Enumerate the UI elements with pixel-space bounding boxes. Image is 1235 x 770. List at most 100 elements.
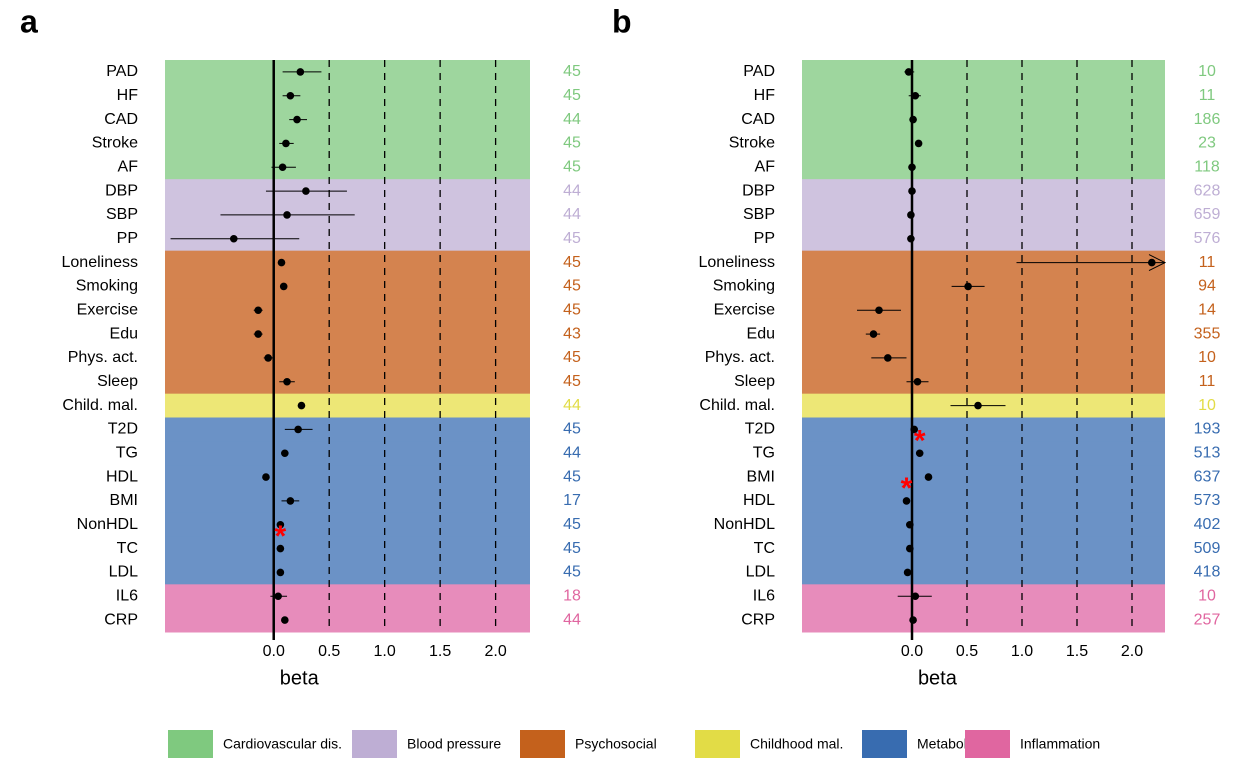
count-label: 11 — [1199, 254, 1216, 271]
category-label: TG — [753, 444, 775, 461]
count-label: 14 — [1198, 301, 1216, 318]
estimate-point — [913, 377, 922, 386]
legend-swatch — [965, 730, 1010, 758]
count-label: 11 — [1199, 373, 1216, 390]
category-label: Smoking — [713, 278, 775, 295]
panel-label: b — [612, 3, 632, 39]
count-label: 18 — [563, 587, 581, 604]
count-label: 11 — [1199, 87, 1216, 104]
estimate-point — [276, 520, 285, 529]
category-label: SBP — [743, 206, 775, 223]
category-label: SBP — [106, 206, 138, 223]
category-label: Phys. act. — [68, 349, 138, 366]
count-label: 402 — [1194, 516, 1221, 533]
count-label: 45 — [563, 158, 581, 175]
x-tick-label: 1.0 — [1011, 643, 1033, 660]
estimate-point — [869, 330, 878, 338]
count-label: 45 — [563, 564, 581, 581]
group-band — [165, 155, 530, 180]
count-label: 576 — [1194, 230, 1221, 247]
estimate-point — [908, 187, 916, 195]
group-band — [165, 60, 530, 85]
group-band — [802, 179, 1165, 204]
category-label: CAD — [741, 111, 775, 128]
x-tick-label: 1.5 — [1066, 643, 1088, 660]
x-tick-label: 2.0 — [1121, 643, 1143, 660]
legend-label: Metabolic — [917, 736, 977, 752]
group-band — [802, 465, 1165, 490]
group-band — [165, 417, 530, 442]
group-band — [802, 512, 1165, 538]
group-band — [802, 489, 1165, 514]
legend-swatch — [695, 730, 740, 758]
group-band — [165, 83, 530, 109]
x-axis-title: beta — [280, 667, 320, 689]
legend-label: Inflammation — [1020, 736, 1100, 752]
category-label: HDL — [743, 492, 775, 509]
estimate-point — [294, 425, 302, 434]
estimate-point — [262, 473, 270, 481]
category-label: CRP — [741, 611, 775, 628]
count-label: 94 — [1198, 278, 1216, 295]
count-label: 186 — [1194, 111, 1221, 128]
x-tick-label: 0.5 — [318, 643, 340, 660]
estimate-point — [283, 211, 291, 219]
group-band — [802, 60, 1165, 85]
estimate-point — [906, 520, 914, 529]
estimate-point — [974, 401, 982, 410]
category-label: Exercise — [77, 301, 138, 318]
category-label: DBP — [742, 182, 775, 199]
category-label: CRP — [104, 611, 138, 628]
x-tick-label: 2.0 — [484, 643, 506, 660]
estimate-point — [276, 544, 285, 553]
group-band — [802, 346, 1165, 371]
estimate-point — [293, 115, 301, 124]
category-label: Exercise — [714, 301, 775, 318]
count-label: 10 — [1198, 587, 1216, 604]
group-band — [165, 560, 530, 585]
estimate-point — [277, 258, 286, 267]
count-label: 659 — [1194, 206, 1221, 223]
panel-label: a — [20, 3, 38, 39]
estimate-point — [286, 497, 295, 505]
category-label: Edu — [747, 325, 775, 342]
x-tick-label: 0.0 — [901, 643, 923, 660]
group-band — [802, 369, 1165, 395]
count-label: 45 — [563, 349, 581, 366]
count-label: 45 — [563, 87, 581, 104]
count-label: 45 — [563, 540, 581, 557]
estimate-point — [908, 163, 916, 172]
x-tick-label: 0.5 — [956, 643, 978, 660]
estimate-point — [276, 568, 285, 577]
count-label: 509 — [1194, 540, 1221, 557]
count-label: 45 — [563, 516, 581, 533]
estimate-point — [909, 616, 917, 624]
count-label: 44 — [563, 182, 581, 199]
group-band — [165, 465, 530, 490]
group-band — [802, 417, 1165, 442]
category-label: AF — [118, 158, 139, 175]
category-label: Child. mal. — [699, 397, 775, 414]
count-label: 45 — [563, 373, 581, 390]
significance-star: * — [901, 472, 913, 505]
group-band — [802, 584, 1165, 609]
count-label: 10 — [1198, 349, 1216, 366]
estimate-point — [906, 544, 914, 553]
estimate-point — [909, 115, 917, 124]
legend-swatch — [168, 730, 213, 758]
group-band — [802, 608, 1165, 633]
category-label: Stroke — [729, 135, 775, 152]
count-label: 44 — [563, 111, 581, 128]
category-label: PAD — [106, 63, 138, 80]
category-label: HDL — [106, 468, 138, 485]
legend-label: Psychosocial — [575, 736, 657, 752]
category-label: BMI — [110, 492, 138, 509]
category-label: TC — [117, 540, 138, 557]
estimate-point — [904, 68, 913, 76]
estimate-point — [875, 306, 883, 315]
group-band — [165, 441, 530, 466]
count-label: 44 — [563, 397, 581, 414]
estimate-point — [924, 473, 933, 481]
group-band — [802, 298, 1165, 323]
group-band — [165, 298, 530, 323]
